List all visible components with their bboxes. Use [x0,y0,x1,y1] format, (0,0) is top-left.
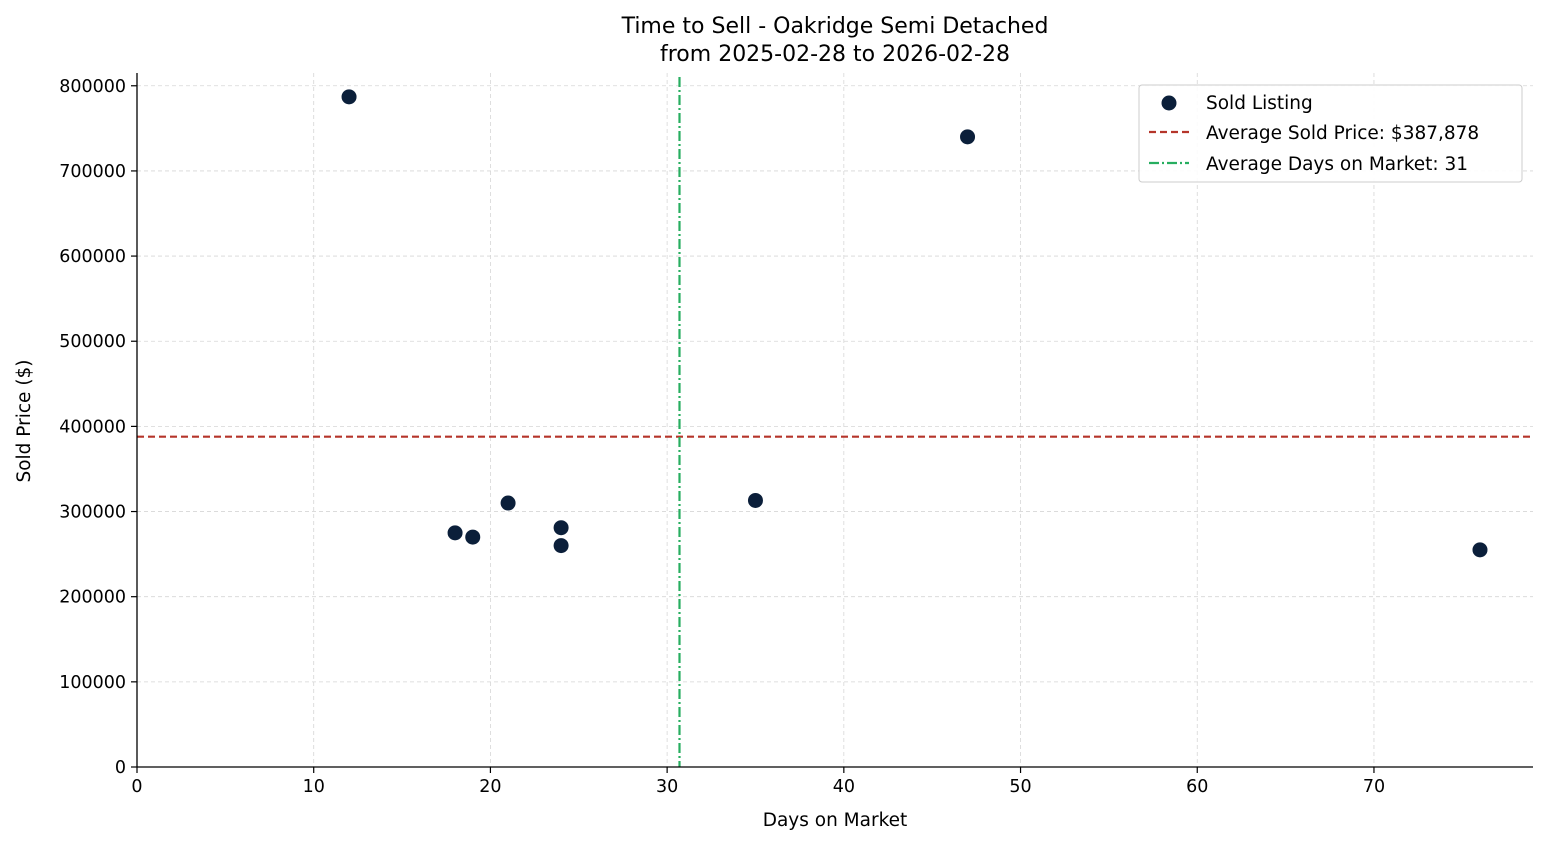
scatter-point [1472,542,1488,558]
legend-box [1138,84,1523,183]
y-tick-label: 0 [115,758,126,778]
scatter-point [341,89,357,105]
y-tick-label: 600000 [59,247,126,267]
data-points [341,89,1488,558]
x-tick-label: 20 [479,777,501,797]
y-tick-label: 200000 [59,588,126,608]
y-tick-label: 800000 [59,77,126,97]
scatter-point [553,538,569,554]
x-tick-label: 60 [1186,777,1208,797]
legend: Sold Listing Average Sold Price: $387,87… [1138,84,1523,183]
axes: 0 10 20 30 40 50 60 70 0 100000 200000 300000 400000… [59,73,1533,797]
y-tick-label: 300000 [59,503,126,523]
scatter-point [747,492,763,508]
scatter-point [465,529,481,545]
chart-subtitle: from 2025-02-28 to 2026-02-28 [660,42,1010,67]
x-tick-label: 0 [131,777,142,797]
y-tick-label: 700000 [59,162,126,182]
reference-lines [137,77,1533,767]
legend-label-avg-price: Average Sold Price: $387,878 [1206,123,1479,144]
scatter-point [500,495,516,511]
scatter-point [447,525,463,541]
x-tick-label: 70 [1363,777,1385,797]
y-tick-label: 400000 [59,417,126,437]
scatter-point [960,129,976,145]
x-tick-label: 10 [303,777,325,797]
y-tick-label: 100000 [59,673,126,693]
scatter-point [553,520,569,536]
x-tick-label: 50 [1009,777,1031,797]
legend-label-sold-listing: Sold Listing [1206,93,1313,114]
x-tick-label: 30 [656,777,678,797]
legend-label-avg-days: Average Days on Market: 31 [1206,154,1468,175]
y-axis-label: Sold Price ($) [14,359,35,482]
chart-title: Time to Sell - Oakridge Semi Detached [621,14,1049,39]
legend-marker-sold-listing [1161,95,1177,111]
y-tick-label: 500000 [59,332,126,352]
x-tick-label: 40 [833,777,855,797]
x-axis-label: Days on Market [763,810,908,831]
